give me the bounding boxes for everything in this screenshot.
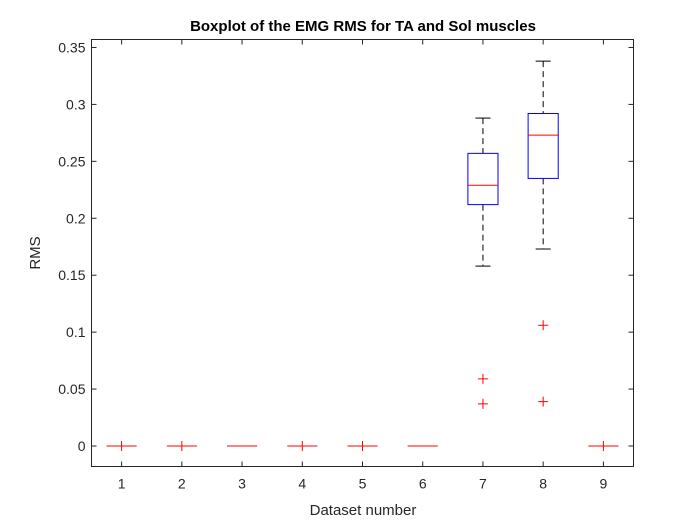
y-tick-label-5: 0.25 <box>58 153 85 169</box>
outlier-8-1 <box>538 396 549 407</box>
chart-title: Boxplot of the EMG RMS for TA and Sol mu… <box>190 18 536 35</box>
outlier-4-0 <box>297 441 308 452</box>
x-tick-label-3: 3 <box>238 476 246 492</box>
y-axis-label: RMS <box>27 236 44 269</box>
x-tick-label-7: 7 <box>479 476 487 492</box>
y-axis: 0 0.05 0.1 0.15 0.2 0.25 0.3 0.35 <box>58 39 634 454</box>
box-group-8 <box>527 60 559 407</box>
box-group-2 <box>166 441 197 452</box>
box-group-4 <box>287 441 318 452</box>
box-group-7 <box>467 117 499 409</box>
x-tick-label-1: 1 <box>118 476 126 492</box>
outlier-7-1 <box>477 398 488 409</box>
x-tick-label-2: 2 <box>178 476 186 492</box>
box-7 <box>467 152 499 206</box>
box-group-5 <box>347 441 378 452</box>
outlier-5-0 <box>357 441 368 452</box>
x-tick-label-8: 8 <box>539 476 547 492</box>
x-axis: 1 2 3 4 5 6 7 8 9 <box>118 39 607 492</box>
outlier-7-0 <box>477 373 488 384</box>
y-tick-label-6: 0.3 <box>66 96 86 112</box>
y-tick-label-1: 0.05 <box>58 381 85 397</box>
plot-area <box>106 60 619 452</box>
y-tick-label-2: 0.1 <box>66 324 86 340</box>
box-8 <box>527 113 559 179</box>
x-tick-label-5: 5 <box>359 476 367 492</box>
y-tick-label-0: 0 <box>78 438 86 454</box>
y-tick-label-4: 0.2 <box>66 210 86 226</box>
outlier-1-0 <box>116 441 127 452</box>
box-group-1 <box>106 441 137 452</box>
outlier-2-0 <box>176 441 187 452</box>
y-tick-label-7: 0.35 <box>58 39 85 55</box>
axes-frame <box>91 39 634 467</box>
x-tick-label-9: 9 <box>599 476 607 492</box>
y-tick-label-3: 0.15 <box>58 267 85 283</box>
x-tick-label-6: 6 <box>419 476 427 492</box>
box-group-9 <box>588 441 619 452</box>
outlier-8-0 <box>538 320 549 331</box>
x-tick-label-4: 4 <box>298 476 306 492</box>
outlier-9-0 <box>598 441 609 452</box>
x-axis-label: Dataset number <box>310 502 417 519</box>
